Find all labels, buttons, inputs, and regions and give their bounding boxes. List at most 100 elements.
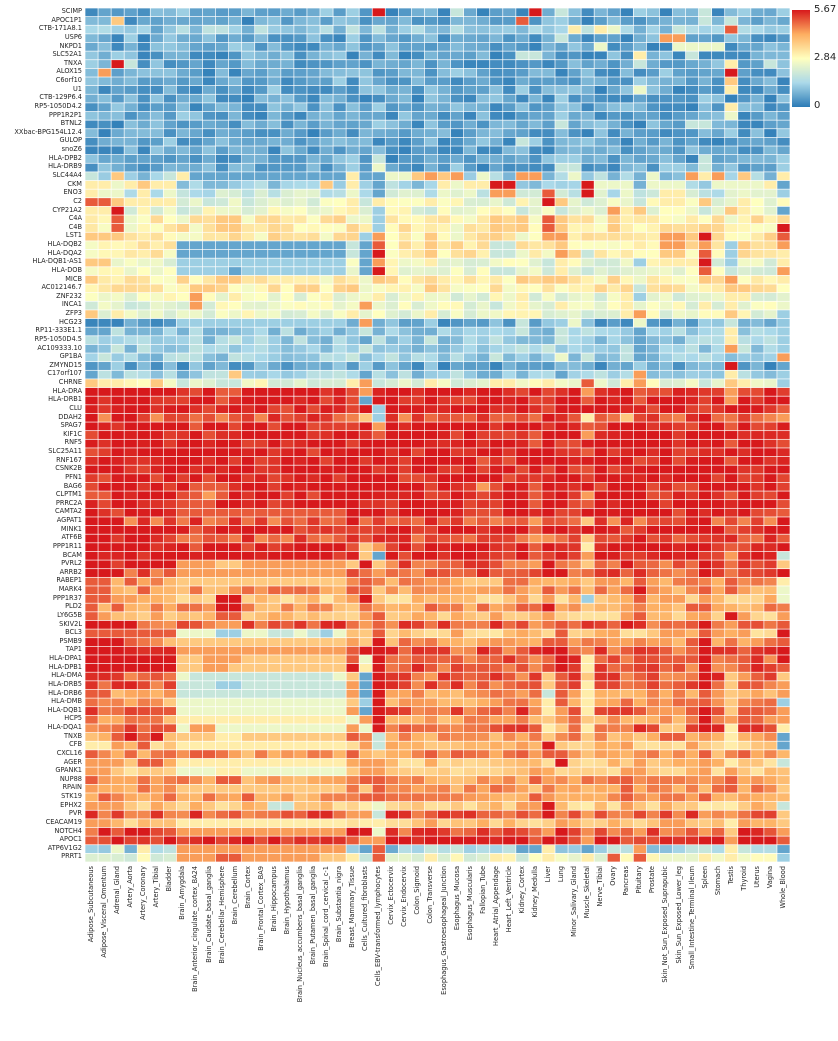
row-label-gene: CFB [69, 740, 82, 749]
row-label-gene: PVR [68, 809, 82, 818]
row-label-gene: CSNK2B [55, 464, 82, 473]
row-label-gene: C6orf10 [55, 76, 82, 85]
col-label-tissue: Brain_Anterior_cingulate_cortex_BA24 [191, 866, 200, 992]
row-label-gene: STK19 [61, 792, 82, 801]
row-label-gene: ZFP3 [65, 309, 82, 318]
row-label-gene: C4B [68, 222, 82, 231]
row-label-gene: SPAG7 [60, 421, 82, 430]
row-label-gene: ATP6V1G2 [47, 843, 82, 852]
col-label-tissue: Kidney_Cortex [517, 866, 526, 914]
row-label-gene: AC012146.7 [41, 283, 82, 292]
col-label-tissue: Testis [726, 866, 735, 885]
col-label-tissue: Vagina [765, 866, 774, 889]
col-label-tissue: Lung [557, 866, 566, 883]
col-label-tissue: Esophagus_Gastroesophageal_Junction [439, 866, 448, 995]
row-label-gene: U1 [72, 84, 82, 93]
col-label-tissue: Brain_Putamen_basal_ganglia [308, 866, 317, 965]
row-label-gene: HLA-DQA2 [47, 248, 82, 257]
row-label-gene: AGER [63, 757, 82, 766]
row-label-gene: HCG23 [58, 317, 82, 326]
row-label-gene: CXCL16 [56, 748, 82, 757]
row-label-gene: RP11-333E1.1 [35, 326, 82, 335]
row-label-gene: HLA-DPB1 [48, 662, 82, 671]
row-label-gene: NOTCH4 [54, 826, 82, 835]
row-label-gene: APOC1 [59, 835, 82, 844]
row-label-gene: EPHX2 [60, 800, 82, 809]
row-label-gene: ZMYND15 [49, 360, 82, 369]
row-label-gene: TAP1 [65, 645, 82, 654]
col-label-tissue: Brain_Hypothalamus [282, 866, 291, 935]
row-label-gene: GP1BA [59, 352, 82, 361]
row-label-gene: ARRB2 [59, 567, 82, 576]
col-label-tissue: Ovary [609, 866, 618, 886]
row-label-gene: RP5-1050D4.5 [34, 334, 82, 343]
col-label-tissue: Breast_Mammary_Tissue [348, 866, 357, 948]
col-label-tissue: Brain_Nucleus_accumbens_basal_ganglia [295, 866, 304, 1003]
col-label-tissue: Pituitary [635, 866, 644, 894]
row-label-gene: AGPAT1 [56, 516, 82, 525]
row-label-gene: BTNL2 [60, 119, 82, 128]
row-label-gene: BCL3 [65, 628, 82, 637]
col-label-tissue: Nerve_Tibial [596, 866, 605, 907]
row-label-gene: HLA-DRA [52, 386, 82, 395]
col-label-tissue: Brain_Frontal_Cortex_BA9 [256, 866, 265, 951]
row-label-gene: RNF167 [56, 455, 82, 464]
row-label-gene: APOC1P1 [51, 15, 82, 24]
col-label-tissue: Uterus [752, 866, 761, 888]
col-label-tissue: Heart_Left_Ventricle [504, 866, 513, 933]
y-axis-gene-labels: SCIMP APOC1P1 CTB-171A8.1 USP6 NKPD1 SLC52A1 T… [0, 0, 82, 862]
row-label-gene: LST1 [65, 231, 82, 240]
row-label-gene: HLA-DRB6 [48, 688, 82, 697]
col-label-tissue: Stomach [713, 866, 722, 896]
row-label-gene: PPP1R2P1 [48, 110, 82, 119]
row-label-gene: ALOX15 [56, 67, 82, 76]
row-label-gene: CHRNE [58, 378, 82, 387]
row-label-gene: C4A [68, 214, 82, 223]
col-label-tissue: Artery_Coronary [139, 866, 148, 920]
row-label-gene: HLA-DQA1 [47, 723, 82, 732]
row-label-gene: HLA-DOB [51, 265, 82, 274]
row-label-gene: RP5-1050D4.2 [34, 101, 82, 110]
colorbar-tick-min: 0 [814, 100, 821, 111]
col-label-tissue: Brain_Hippocampus [269, 866, 278, 932]
col-label-tissue: Esophagus_Muscularis [465, 866, 474, 941]
row-label-gene: CTB-129P6.4 [39, 93, 82, 102]
row-label-gene: PFN1 [65, 472, 82, 481]
col-label-tissue: Cells_EBV-transformed_lymphocytes [374, 866, 383, 987]
row-label-gene: DDAH2 [58, 412, 82, 421]
col-label-tissue: Brain_Cortex [243, 866, 252, 909]
col-label-tissue: Prostate [648, 866, 657, 894]
row-label-gene: HLA-DPB2 [48, 153, 82, 162]
col-label-tissue: Heart_Atrial_Appendage [491, 866, 500, 946]
row-label-gene: HLA-DQB1-AS1 [32, 257, 82, 266]
heatmap-canvas [85, 8, 790, 862]
row-label-gene: PRRT1 [61, 852, 82, 861]
col-label-tissue: Brain_Amygdala [178, 866, 187, 920]
col-label-tissue: Brain_Substantia_nigra [335, 866, 344, 943]
col-label-tissue: Cervix_Ectocervix [387, 866, 396, 925]
row-label-gene: INCA1 [61, 300, 82, 309]
col-label-tissue: Brain_Caudate_basal_ganglia [204, 866, 213, 963]
row-label-gene: GULOP [59, 136, 82, 145]
row-label-gene: C2 [73, 196, 82, 205]
col-label-tissue: Colon_Transverse [426, 866, 435, 924]
row-label-gene: PLD2 [65, 602, 82, 611]
col-label-tissue: Cervix_Endocervix [400, 866, 409, 927]
col-label-tissue: Spleen [700, 866, 709, 889]
row-label-gene: PPP1R11 [52, 541, 82, 550]
row-label-gene: CLPTM1 [55, 490, 82, 499]
row-label-gene: CYP21A2 [52, 205, 82, 214]
col-label-tissue: Skin_Sun_Exposed_Lower_leg [674, 866, 683, 964]
row-label-gene: HLA-DQB1 [47, 705, 82, 714]
row-label-gene: MICB [65, 274, 82, 283]
col-label-tissue: Adrenal_Gland [113, 866, 122, 914]
col-label-tissue: Fallopian_Tube [478, 866, 487, 914]
col-label-tissue: Esophagus_Mucosa [452, 866, 461, 931]
row-label-gene: XXbac-BPG154L12.4 [14, 127, 82, 136]
row-label-gene: BCAM [62, 550, 82, 559]
row-label-gene: HLA-DMA [51, 671, 82, 680]
row-label-gene: ZNF232 [56, 291, 82, 300]
col-label-tissue: Skin_Not_Sun_Exposed_Suprapubic [661, 866, 670, 983]
row-label-gene: USP6 [64, 32, 82, 41]
